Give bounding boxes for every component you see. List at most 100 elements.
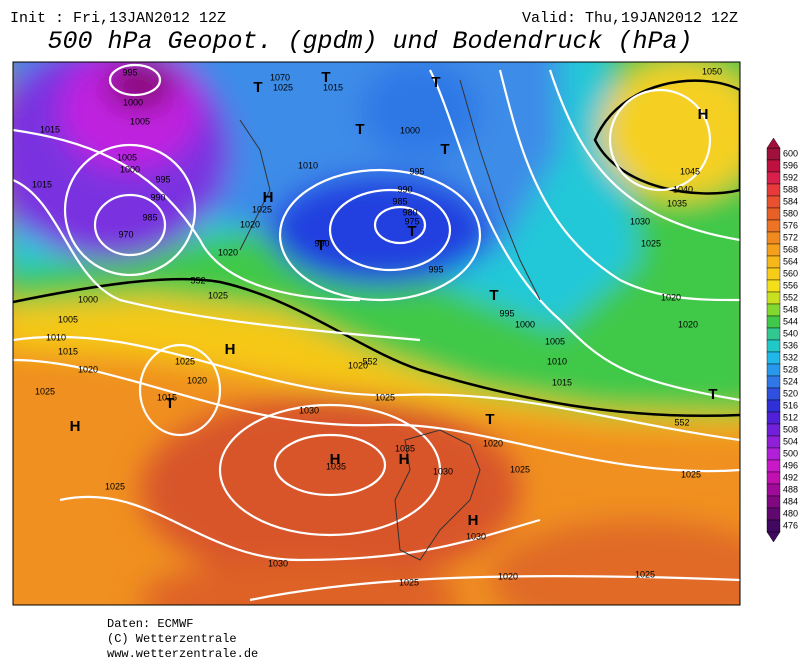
isobar-label: 1020 xyxy=(661,292,681,302)
credit: (C) Wetterzentrale xyxy=(107,632,237,646)
isobar-label: 1020 xyxy=(348,360,368,370)
pressure-center: T xyxy=(489,287,498,304)
pressure-center: T xyxy=(485,411,494,428)
isobar-label: 1020 xyxy=(218,247,238,257)
colorbar-swatch xyxy=(766,351,781,365)
isobar-label: 1025 xyxy=(399,577,419,587)
colorbar-swatch xyxy=(766,159,781,173)
isobar-label: 1050 xyxy=(702,66,722,76)
colorbar-label: 544 xyxy=(783,316,798,326)
pressure-center: T xyxy=(431,74,440,91)
colorbar-swatch xyxy=(766,519,781,533)
isobar-label: 1015 xyxy=(58,346,78,356)
colorbar-swatch xyxy=(766,471,781,485)
colorbar-label: 576 xyxy=(783,220,798,230)
colorbar-label: 564 xyxy=(783,256,798,266)
isobar-label: 1005 xyxy=(545,336,565,346)
isobar-label: 990 xyxy=(314,238,329,248)
colorbar-label: 548 xyxy=(783,304,798,314)
pressure-center: T xyxy=(407,223,416,240)
colorbar-swatch xyxy=(766,255,781,269)
valid-time: Valid: Thu,19JAN2012 12Z xyxy=(522,10,738,27)
colorbar-label: 496 xyxy=(783,460,798,470)
isobar-label: 1015 xyxy=(323,82,343,92)
pressure-center: T xyxy=(355,121,364,138)
colorbar-swatch xyxy=(766,483,781,497)
isobar-label: 552 xyxy=(674,417,689,427)
isobar-label: 990 xyxy=(397,184,412,194)
isobar-label: 1005 xyxy=(130,116,150,126)
isobar-label: 980 xyxy=(402,207,417,217)
isobar-label: 1025 xyxy=(105,481,125,491)
isobar-label: 1010 xyxy=(298,160,318,170)
pressure-center: T xyxy=(253,79,262,96)
pressure-center: H xyxy=(399,451,410,468)
colorbar-label: 476 xyxy=(783,520,798,530)
isobar-label: 1030 xyxy=(299,405,319,415)
colorbar-label: 532 xyxy=(783,352,798,362)
pressure-center: H xyxy=(468,512,479,529)
isobar-label: 1000 xyxy=(123,97,143,107)
isobar-label: 990 xyxy=(150,192,165,202)
isobar-label: 1020 xyxy=(240,219,260,229)
isobar-label: 1035 xyxy=(395,443,415,453)
isobar-label: 1005 xyxy=(58,314,78,324)
isobar-label: 1035 xyxy=(667,198,687,208)
colorbar-label: 584 xyxy=(783,196,798,206)
isobar-label: 1030 xyxy=(466,531,486,541)
isobar-label: 1025 xyxy=(175,356,195,366)
colorbar-swatch xyxy=(766,399,781,413)
isobar-label: 985 xyxy=(142,212,157,222)
colorbar-label: 572 xyxy=(783,232,798,242)
isobar-label: 1020 xyxy=(498,571,518,581)
colorbar-swatch xyxy=(766,315,781,329)
isobar-label: 1010 xyxy=(46,332,66,342)
pressure-center: T xyxy=(321,69,330,86)
colorbar-label: 508 xyxy=(783,424,798,434)
colorbar-swatch xyxy=(766,375,781,389)
colorbar-label: 520 xyxy=(783,388,798,398)
isobar-label: 975 xyxy=(404,216,419,226)
isobar-label: 995 xyxy=(122,67,137,77)
isobar-label: 1030 xyxy=(433,466,453,476)
pressure-center: T xyxy=(440,141,449,158)
isobar-label: 1030 xyxy=(630,216,650,226)
colorbar-label: 552 xyxy=(783,292,798,302)
colorbar-swatch xyxy=(766,447,781,461)
isobar-label: 1020 xyxy=(78,364,98,374)
colorbar-label: 480 xyxy=(783,508,798,518)
isobar-label: 1030 xyxy=(268,558,288,568)
colorbar-swatch xyxy=(766,267,781,281)
colorbar-label: 484 xyxy=(783,496,798,506)
colorbar-swatch xyxy=(766,219,781,233)
isobar-label: 1025 xyxy=(635,569,655,579)
isobar-label: 1000 xyxy=(400,125,420,135)
colorbar-label: 560 xyxy=(783,268,798,278)
isobar-label: 1045 xyxy=(680,166,700,176)
colorbar-swatch xyxy=(766,387,781,401)
colorbar-label: 492 xyxy=(783,472,798,482)
isobar-label: 1025 xyxy=(681,469,701,479)
isobar-label: 552 xyxy=(362,356,377,366)
colorbar-label: 504 xyxy=(783,436,798,446)
colorbar-label: 588 xyxy=(783,184,798,194)
isobar-label: 1025 xyxy=(35,386,55,396)
isobar-label: 1025 xyxy=(208,290,228,300)
isobar-label: 552 xyxy=(190,275,205,285)
colorbar-swatch xyxy=(766,339,781,353)
colorbar-swatch xyxy=(766,411,781,425)
colorbar-label: 556 xyxy=(783,280,798,290)
isobar-label: 1070 xyxy=(270,72,290,82)
colorbar-label: 524 xyxy=(783,376,798,386)
colorbar-swatch xyxy=(766,495,781,509)
colorbar-swatch xyxy=(766,435,781,449)
colorbar-swatch xyxy=(766,423,781,437)
colorbar-swatch xyxy=(766,207,781,221)
colorbar-swatch xyxy=(766,243,781,257)
isobar-label: 1015 xyxy=(552,377,572,387)
colorbar-label: 580 xyxy=(783,208,798,218)
pressure-center: T xyxy=(165,395,174,412)
isobar-label: 1020 xyxy=(187,375,207,385)
colorbar-label: 540 xyxy=(783,328,798,338)
